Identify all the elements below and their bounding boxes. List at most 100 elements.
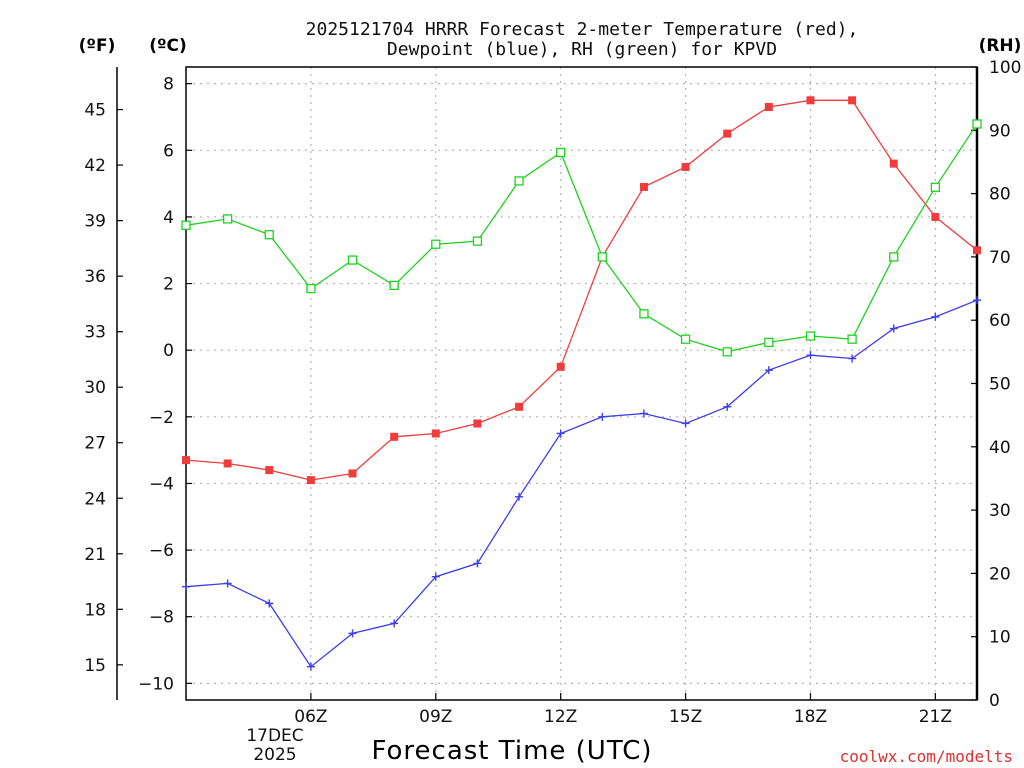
x-tick-label: 06Z	[294, 707, 327, 727]
fahrenheit-tick-label: 45	[84, 101, 106, 121]
fahrenheit-tick-label: 36	[84, 267, 106, 287]
dewpoint-point	[889, 324, 898, 333]
rh-point	[722, 347, 732, 357]
dewpoint-point	[306, 662, 315, 671]
dewpoint-point	[431, 572, 440, 581]
rh-point	[514, 176, 524, 186]
chart-axes: 454239363330272421181586420−2−4−6−8−1010…	[84, 58, 1021, 727]
temperature-point	[848, 96, 857, 105]
rh-point	[847, 334, 857, 344]
rh-point	[680, 334, 691, 344]
rh-tick-label: 10	[989, 628, 1011, 648]
rh-point	[764, 337, 774, 348]
celsius-tick-label: 0	[163, 341, 174, 361]
temperature-point	[223, 459, 232, 468]
temperature-point	[764, 102, 773, 111]
rh-point	[306, 283, 316, 294]
rh-tick-label: 70	[989, 248, 1011, 268]
chart-title: 2025121704 HRRR Forecast 2-meter Tempera…	[306, 19, 859, 60]
chart-series	[181, 96, 982, 671]
dewpoint-point	[723, 402, 732, 411]
x-tick-label: 15Z	[669, 707, 702, 727]
dewpoint-point	[182, 582, 190, 591]
dewpoint-point	[973, 296, 981, 305]
dewpoint-point	[639, 409, 648, 418]
celsius-tick-label: 4	[163, 208, 174, 228]
grid-lines	[186, 67, 977, 700]
dewpoint-point	[515, 492, 524, 501]
dewpoint-point	[223, 579, 232, 588]
dewpoint-line	[185, 299, 978, 668]
fahrenheit-tick-label: 39	[84, 212, 106, 232]
temperature-point	[681, 162, 690, 171]
dewpoint-point	[348, 629, 357, 638]
rh-point	[181, 220, 191, 230]
x-axis-title: Forecast Time (UTC)	[371, 736, 652, 766]
temperature-point	[306, 476, 315, 485]
dewpoint-point	[806, 351, 815, 360]
fahrenheit-tick-label: 21	[84, 545, 106, 565]
temperature-point	[723, 129, 732, 138]
dewpoint-point	[848, 354, 857, 363]
rh-point	[264, 230, 274, 240]
temperature-point	[556, 362, 565, 371]
temperature-point	[431, 429, 440, 438]
x-tick-label: 09Z	[419, 707, 452, 727]
temperature-point	[931, 212, 940, 221]
series-rh	[181, 119, 982, 357]
rh-point	[556, 147, 566, 158]
celsius-tick-label: −4	[149, 474, 174, 494]
dewpoint-point	[598, 412, 607, 421]
celsius-tick-label: 8	[163, 75, 174, 95]
rh-point	[889, 252, 899, 262]
celsius-tick-label: −6	[149, 541, 174, 561]
temperature-point	[473, 419, 482, 428]
rh-point	[347, 255, 358, 265]
chart-title-line-2: Dewpoint (blue), RH (green) for KPVD	[387, 39, 777, 60]
temperature-point	[182, 456, 190, 465]
temperature-point	[390, 432, 399, 441]
dewpoint-point	[931, 312, 940, 321]
rh-point	[805, 331, 816, 341]
x-tick-label: 12Z	[544, 707, 577, 727]
celsius-tick-label: 2	[163, 275, 174, 295]
credit-text: coolwx.com/modelts	[840, 747, 1013, 766]
dewpoint-point	[681, 419, 690, 428]
fahrenheit-unit-label: (ºF)	[79, 36, 116, 56]
rh-line	[185, 123, 978, 353]
dewpoint-point	[556, 429, 565, 438]
rh-tick-label: 90	[989, 121, 1011, 141]
x-tick-label: 18Z	[794, 707, 827, 727]
rh-point	[930, 182, 941, 192]
rh-tick-label: 0	[989, 691, 1000, 711]
rh-point	[222, 214, 233, 224]
plot-frame	[185, 66, 978, 701]
rh-point	[431, 239, 441, 249]
chart-title-line-1: 2025121704 HRRR Forecast 2-meter Tempera…	[306, 19, 859, 40]
temperature-point	[973, 246, 981, 255]
temperature-point	[639, 182, 648, 191]
celsius-tick-label: −10	[138, 674, 174, 694]
rh-tick-label: 60	[989, 311, 1011, 331]
series-dewpoint	[182, 296, 981, 671]
x-tick-label: 21Z	[919, 707, 952, 727]
rh-tick-label: 20	[989, 564, 1011, 584]
rh-point	[389, 280, 399, 291]
temperature-point	[515, 402, 524, 411]
rh-point	[972, 119, 982, 129]
temperature-line	[185, 99, 978, 481]
dewpoint-point	[265, 599, 274, 608]
fahrenheit-tick-label: 24	[84, 489, 106, 509]
fahrenheit-tick-label: 15	[84, 656, 106, 676]
temperature-point	[348, 469, 357, 478]
fahrenheit-tick-label: 18	[84, 600, 106, 620]
rh-point	[639, 309, 649, 319]
rh-tick-label: 80	[989, 185, 1011, 205]
celsius-tick-label: 6	[163, 141, 174, 161]
celsius-tick-label: −8	[149, 608, 174, 628]
date-label-day: 17DEC	[246, 726, 303, 746]
temperature-point	[265, 466, 274, 475]
rh-tick-label: 50	[989, 375, 1011, 395]
temperature-point	[806, 96, 815, 105]
